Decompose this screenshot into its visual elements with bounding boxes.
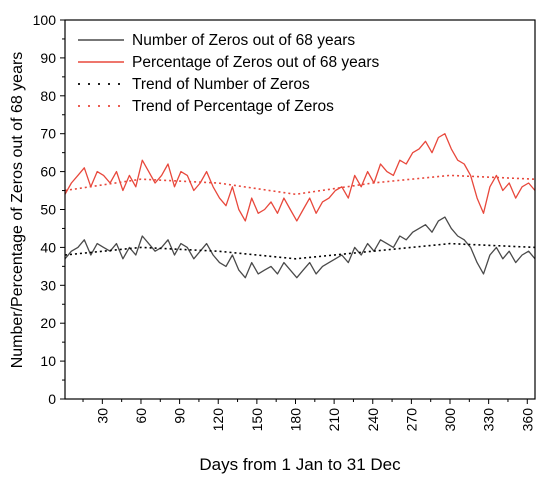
y-tick-label: 10: [40, 353, 56, 369]
y-tick-label: 0: [48, 391, 56, 407]
x-tick-label: 60: [133, 408, 149, 424]
y-tick-label: 20: [40, 315, 56, 331]
y-tick-label: 70: [40, 126, 56, 142]
axes: 0 10 20 30 40 50 60 70 80 90 100 30 60 90 120 150 180 210…: [33, 12, 536, 431]
legend: Number of Zeros out of 68 years Percentag…: [78, 32, 380, 115]
y-tick-label: 90: [40, 50, 56, 66]
series-line-1: [64, 216, 536, 279]
x-tick-label: 150: [249, 408, 265, 432]
series-line-3: [64, 242, 536, 260]
legend-label-2: Percentage of Zeros out of 68 years: [132, 54, 380, 71]
x-tick-label: 330: [481, 408, 497, 432]
series-line-4: [64, 174, 536, 196]
y-tick-label: 100: [33, 12, 57, 28]
x-tick-label: 30: [94, 408, 110, 424]
y-axis-title: Number/Percentage of Zeros out of 68 yea…: [9, 52, 26, 369]
legend-label-3: Trend of Number of Zeros: [132, 76, 310, 93]
x-axis-title: Days from 1 Jan to 31 Dec: [199, 455, 401, 474]
legend-label-1: Number of Zeros out of 68 years: [132, 32, 355, 49]
legend-label-4: Trend of Percentage of Zeros: [132, 98, 334, 115]
y-tick-label: 60: [40, 164, 56, 180]
x-tick-label: 270: [403, 408, 419, 432]
x-tick-label: 210: [326, 408, 342, 432]
x-tick-label: 360: [519, 408, 535, 432]
x-tick-label: 300: [442, 408, 458, 432]
x-tick-label: 120: [210, 408, 226, 432]
series-line-2: [64, 133, 536, 222]
y-tick-label: 50: [40, 202, 56, 218]
x-tick-label: 180: [287, 408, 303, 432]
x-tick-label: 240: [365, 408, 381, 432]
y-tick-label: 30: [40, 277, 56, 293]
y-tick-label: 80: [40, 88, 56, 104]
plot-area: [64, 133, 536, 279]
y-tick-label: 40: [40, 239, 56, 255]
x-tick-label: 90: [172, 408, 188, 424]
